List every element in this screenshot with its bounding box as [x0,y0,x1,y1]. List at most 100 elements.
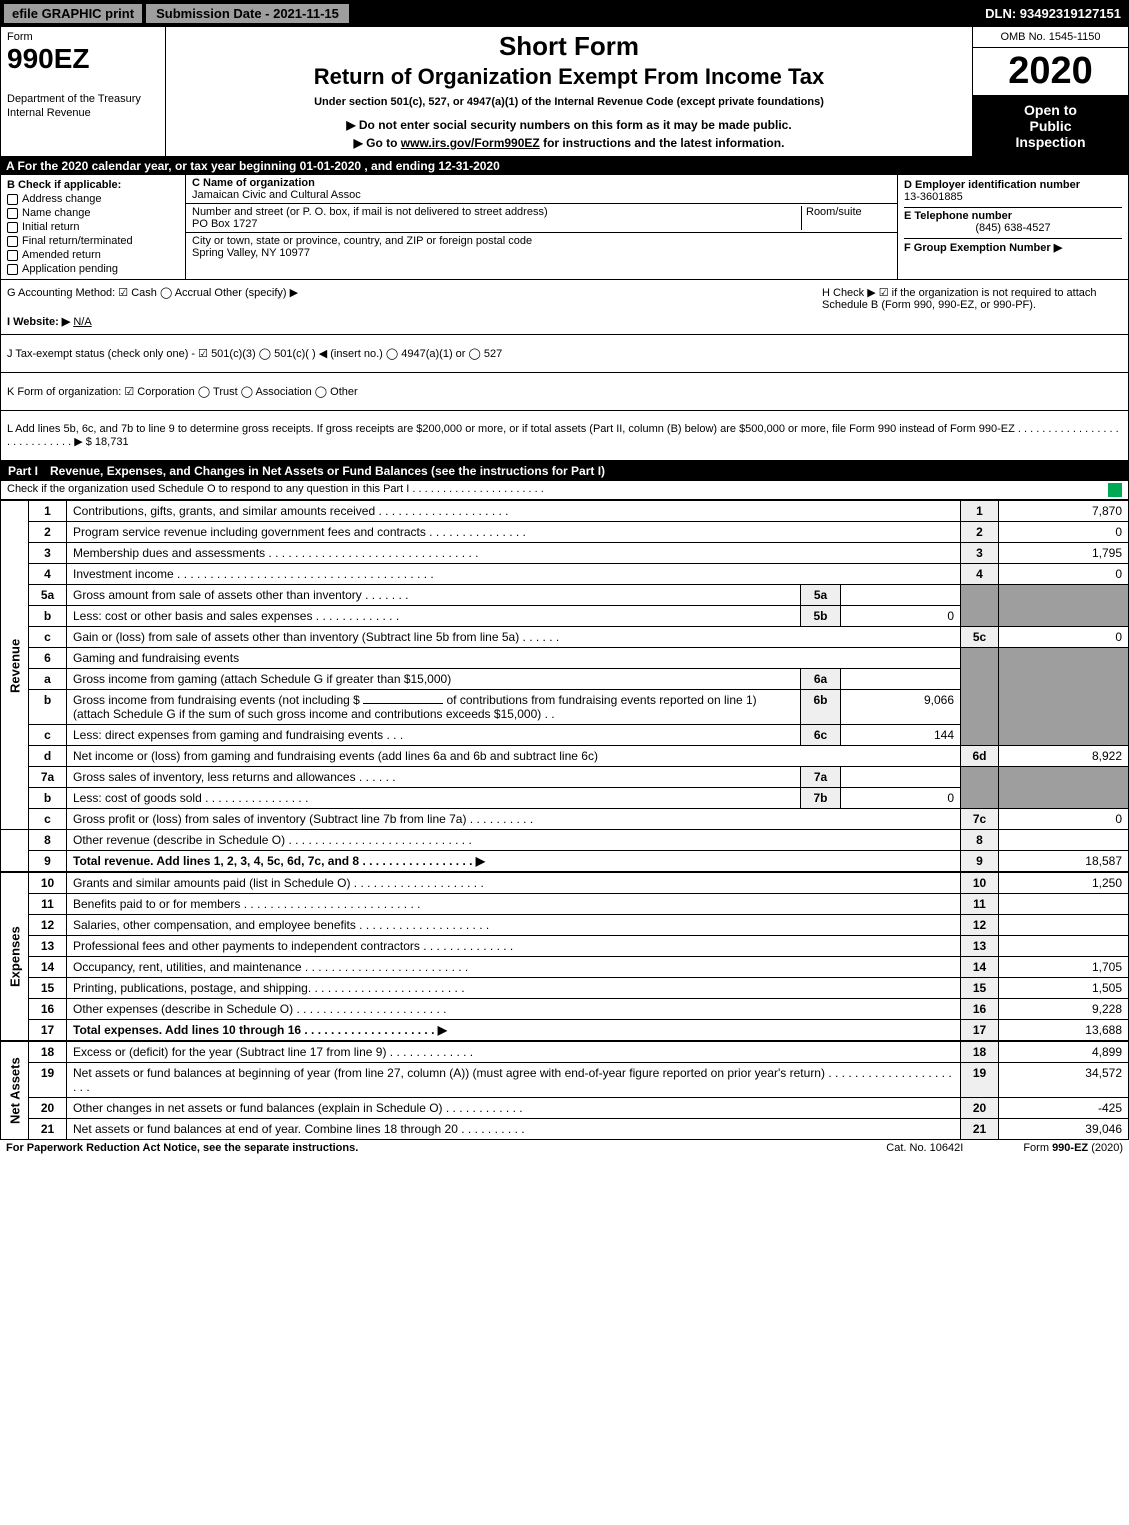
city-label: City or town, state or province, country… [192,235,532,247]
footer: For Paperwork Reduction Act Notice, see … [0,1140,1129,1156]
l5a-desc: Gross amount from sale of assets other t… [67,585,801,606]
l19-amount: 34,572 [999,1063,1129,1098]
chk-application-pending[interactable] [7,264,18,275]
l21-amount: 39,046 [999,1119,1129,1140]
l6c-sub: 6c [801,725,841,746]
l17-desc: Total expenses. Add lines 10 through 16 … [67,1020,961,1041]
l10-rnum: 10 [961,873,999,894]
l17-rnum: 17 [961,1020,999,1041]
footer-right-post: (2020) [1088,1142,1123,1154]
l14-rnum: 14 [961,957,999,978]
l6b-subval: 9,066 [841,690,961,725]
irs-link[interactable]: www.irs.gov/Form990EZ [401,136,540,150]
l7c-rnum: 7c [961,809,999,830]
phone-label: E Telephone number [904,210,1012,222]
l4-desc: Investment income . . . . . . . . . . . … [67,564,961,585]
l16-num: 16 [29,999,67,1020]
l5ab-grey-amt [999,585,1129,627]
l6b-desc: Gross income from fundraising events (no… [67,690,801,725]
chk-amended-return[interactable] [7,250,18,261]
l11-amount [999,894,1129,915]
inspection: Inspection [977,134,1124,150]
city: Spring Valley, NY 10977 [192,247,310,259]
l6b-sub: 6b [801,690,841,725]
room-suite: Room/suite [801,206,891,230]
l6-grey [961,648,999,746]
l20-num: 20 [29,1098,67,1119]
part1-subtitle-row: Check if the organization used Schedule … [0,481,1129,500]
l8-amount [999,830,1129,851]
l13-num: 13 [29,936,67,957]
l1-desc: Contributions, gifts, grants, and simila… [67,501,961,522]
meta-l: L Add lines 5b, 6c, and 7b to line 9 to … [0,411,1129,461]
side-rev-cont [1,830,29,872]
l12-num: 12 [29,915,67,936]
l6c-desc: Less: direct expenses from gaming and fu… [67,725,801,746]
l6a-desc: Gross income from gaming (attach Schedul… [67,669,801,690]
l18-num: 18 [29,1042,67,1063]
instruction-2: ▶ Go to www.irs.gov/Form990EZ for instru… [174,136,964,150]
l13-desc: Professional fees and other payments to … [67,936,961,957]
internal-revenue: Internal Revenue [7,107,159,119]
l5c-rnum: 5c [961,627,999,648]
l16-desc: Other expenses (describe in Schedule O) … [67,999,961,1020]
chk-name-change[interactable] [7,208,18,219]
line-j: J Tax-exempt status (check only one) - ☑… [7,347,1122,360]
top-bar-left: efile GRAPHIC print Submission Date - 20… [0,4,349,23]
l5c-num: c [29,627,67,648]
l7b-subval: 0 [841,788,961,809]
l2-amount: 0 [999,522,1129,543]
l9-amount: 18,587 [999,851,1129,872]
instruct2-pre: ▶ Go to [354,136,401,150]
l12-desc: Salaries, other compensation, and employ… [67,915,961,936]
l1-rnum: 1 [961,501,999,522]
l9-num: 9 [29,851,67,872]
l6b-desc1: Gross income from fundraising events (no… [73,693,360,707]
l6-desc: Gaming and fundraising events [67,648,961,669]
l20-amount: -425 [999,1098,1129,1119]
l18-rnum: 18 [961,1042,999,1063]
org-name-label: C Name of organization [192,177,315,189]
l3-desc: Membership dues and assessments . . . . … [67,543,961,564]
section-def: D Employer identification number 13-3601… [898,175,1128,279]
line-g: G Accounting Method: ☑ Cash ◯ Accrual Ot… [7,286,822,299]
l9-rnum: 9 [961,851,999,872]
footer-right: Form 990-EZ (2020) [1023,1142,1123,1154]
l6c-subval: 144 [841,725,961,746]
l5b-num: b [29,606,67,627]
l5b-subval: 0 [841,606,961,627]
l16-amount: 9,228 [999,999,1129,1020]
l10-desc: Grants and similar amounts paid (list in… [67,873,961,894]
line-h: H Check ▶ ☑ if the organization is not r… [822,286,1122,328]
l4-num: 4 [29,564,67,585]
tax-year: 2020 [973,48,1128,96]
l5ab-grey [961,585,999,627]
l15-desc: Printing, publications, postage, and shi… [67,978,961,999]
netassets-table: Net Assets 18 Excess or (deficit) for th… [0,1041,1129,1140]
l5a-num: 5a [29,585,67,606]
subtitle: Under section 501(c), 527, or 4947(a)(1)… [174,96,964,108]
efile-print-button[interactable]: efile GRAPHIC print [4,4,142,23]
l7c-desc: Gross profit or (loss) from sales of inv… [67,809,961,830]
addr: PO Box 1727 [192,218,257,230]
l17-amount: 13,688 [999,1020,1129,1041]
l3-amount: 1,795 [999,543,1129,564]
website-label: I Website: ▶ [7,316,70,328]
website-value: N/A [73,316,91,328]
opt-amended-return: Amended return [22,249,101,261]
schedule-o-check[interactable] [1108,483,1122,497]
opt-name-change: Name change [22,207,91,219]
l10-num: 10 [29,873,67,894]
l15-rnum: 15 [961,978,999,999]
l5b-sub: 5b [801,606,841,627]
footer-left: For Paperwork Reduction Act Notice, see … [6,1142,358,1154]
part1-header: Part I Revenue, Expenses, and Changes in… [0,461,1129,481]
form-header: Form 990EZ Department of the Treasury In… [0,26,1129,157]
form-code: 990EZ [7,43,159,75]
chk-initial-return[interactable] [7,222,18,233]
chk-address-change[interactable] [7,194,18,205]
l6c-num: c [29,725,67,746]
chk-final-return[interactable] [7,236,18,247]
l15-num: 15 [29,978,67,999]
addr-label: Number and street (or P. O. box, if mail… [192,206,548,218]
